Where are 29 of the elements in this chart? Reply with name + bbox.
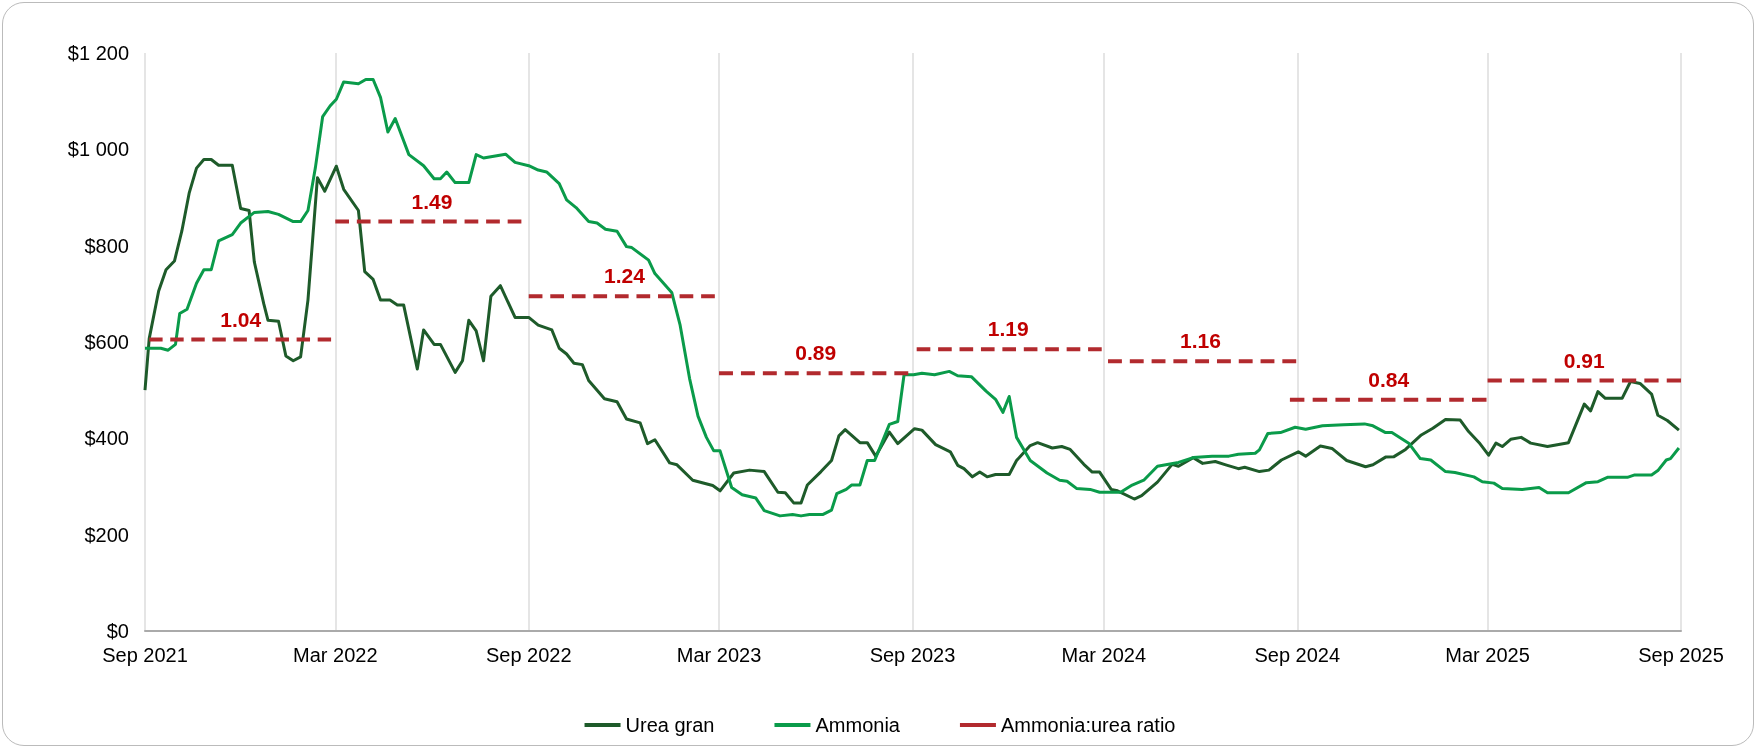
- x-tick-label: Mar 2024: [1061, 644, 1147, 666]
- y-tick-label: $600: [84, 331, 129, 353]
- legend-label: Ammonia: [815, 714, 901, 736]
- y-tick-label: $200: [84, 523, 129, 546]
- y-tick-label: $400: [84, 427, 129, 450]
- annotation: 1.49: [411, 189, 453, 213]
- line-series: [143, 157, 1681, 505]
- y-tick-label: $1 200: [67, 42, 129, 64]
- annotation: 1.16: [1180, 329, 1221, 353]
- x-tick-label: Sep 2023: [869, 644, 956, 666]
- x-tick-label: Sep 2025: [1638, 644, 1724, 666]
- x-tick-label: Sep 2021: [102, 644, 188, 666]
- line-series: [143, 77, 1681, 518]
- annotation: 0.84: [1368, 367, 1410, 391]
- legend-label: Urea gran: [625, 714, 715, 736]
- annotation: 0.89: [795, 341, 837, 365]
- legend-label: Ammonia:urea ratio: [1000, 714, 1176, 736]
- y-tick-label: $800: [84, 234, 129, 257]
- y-tick-label: $1 000: [67, 138, 129, 161]
- annotation: 1.04: [220, 307, 262, 331]
- x-tick-label: Mar 2025: [1445, 644, 1530, 666]
- x-tick-label: Sep 2022: [485, 644, 572, 666]
- annotation: 1.19: [987, 317, 1029, 341]
- annotation: 0.91: [1563, 348, 1606, 372]
- x-tick-label: Sep 2024: [1254, 644, 1341, 666]
- y-tick-label: $0: [106, 620, 129, 642]
- annotation: 1.24: [603, 264, 646, 288]
- x-tick-label: Mar 2023: [676, 644, 762, 666]
- x-tick-label: Mar 2022: [293, 644, 378, 666]
